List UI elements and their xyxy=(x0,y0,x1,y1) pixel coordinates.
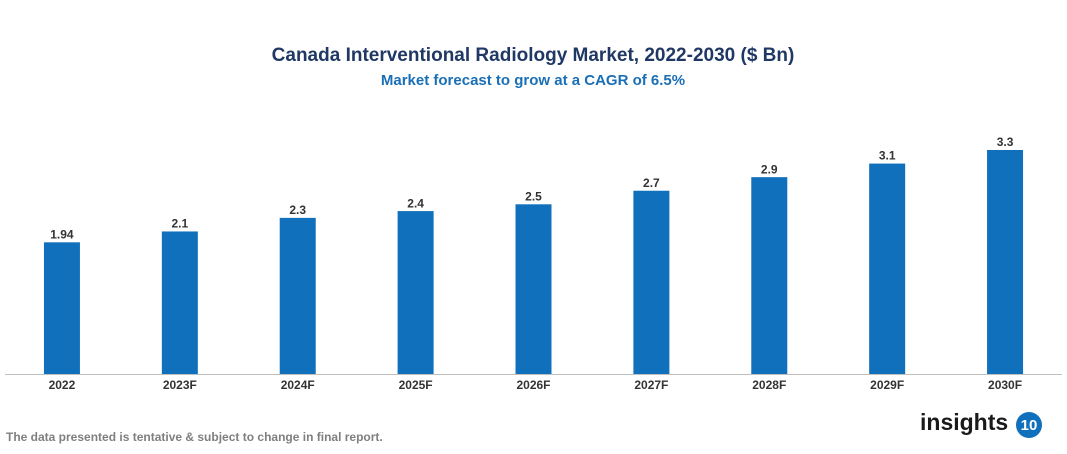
value-label: 1.94 xyxy=(50,227,74,241)
chart-subtitle: Market forecast to grow at a CAGR of 6.5… xyxy=(381,72,685,89)
bar xyxy=(633,190,670,374)
bar xyxy=(869,163,906,374)
logo-badge-text: 10 xyxy=(1021,417,1038,434)
value-label: 2.5 xyxy=(525,189,542,203)
x-tick-label: 2022 xyxy=(49,378,76,392)
value-label: 2.1 xyxy=(171,217,188,231)
logo-text: insights xyxy=(920,409,1008,435)
value-label: 2.9 xyxy=(761,162,778,176)
value-label: 3.1 xyxy=(879,149,896,163)
bar xyxy=(397,211,434,374)
x-tick-label: 2025F xyxy=(399,378,433,392)
value-label: 2.3 xyxy=(289,203,306,217)
x-tick-label: 2024F xyxy=(281,378,315,392)
chart-title: Canada Interventional Radiology Market, … xyxy=(272,45,795,66)
bar xyxy=(161,231,198,374)
value-label: 3.3 xyxy=(997,135,1014,149)
x-tick-label: 2030F xyxy=(988,378,1022,392)
bar xyxy=(279,217,316,374)
x-tick-label: 2028F xyxy=(752,378,786,392)
x-tick-label: 2029F xyxy=(870,378,904,392)
x-tick-label: 2023F xyxy=(163,378,197,392)
logo-badge xyxy=(1016,412,1042,438)
x-tick-label: 2026F xyxy=(516,378,550,392)
x-tick-label: 2027F xyxy=(634,378,668,392)
footnote: The data presented is tentative & subjec… xyxy=(6,430,383,444)
value-label: 2.4 xyxy=(407,196,424,210)
value-label: 2.7 xyxy=(643,176,660,190)
bar xyxy=(515,204,552,374)
bar xyxy=(751,177,788,374)
bar xyxy=(987,150,1024,374)
bar xyxy=(43,242,80,374)
